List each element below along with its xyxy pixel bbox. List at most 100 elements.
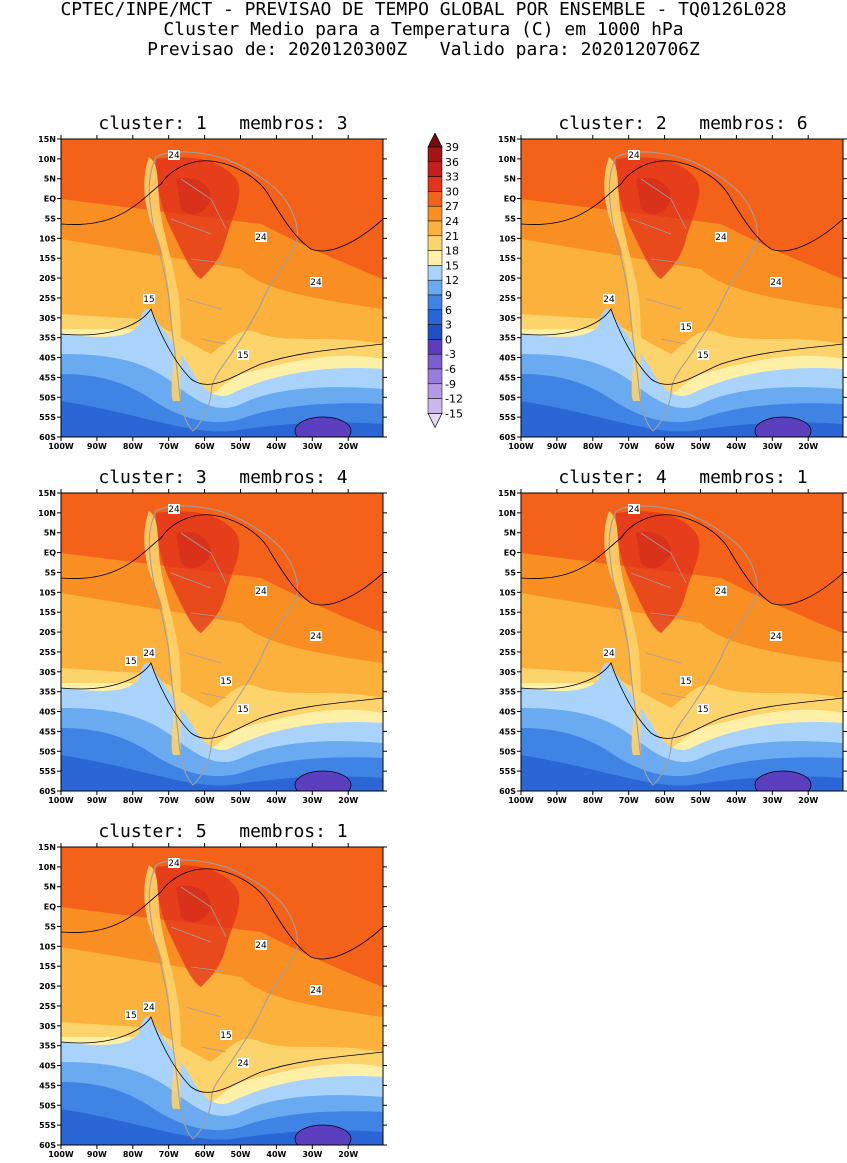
- lat-tick-label: EQ: [504, 195, 516, 204]
- lon-tick-label: 20W: [338, 1150, 358, 1159]
- colorbar-label: -15: [445, 407, 463, 420]
- map-svg: 15N 10N 5N EQ 5S 10S 15S 20S 25S 30S 35S 40S 45S 50S 5…: [498, 489, 847, 805]
- lon-tick-label: 40W: [266, 1150, 286, 1159]
- lon-tick-label: 20W: [338, 796, 358, 805]
- lon-tick-label: 90W: [547, 442, 567, 451]
- lat-tick-label: EQ: [44, 903, 56, 912]
- contour-label: 15: [680, 677, 691, 687]
- colorbar-label: 33: [445, 171, 459, 184]
- lon-tick-label: 70W: [619, 796, 639, 805]
- lat-tick-label: 25S: [39, 1002, 56, 1011]
- lon-tick-label: 80W: [123, 1150, 143, 1159]
- colorbar-label: 18: [445, 245, 459, 258]
- lat-tick-label: 30S: [39, 668, 56, 677]
- contour-label: 24: [628, 151, 640, 161]
- lat-tick-label: 20S: [39, 274, 56, 283]
- lon-tick-label: 60W: [195, 796, 215, 805]
- lon-tick-label: 70W: [619, 442, 639, 451]
- contour-label: 24: [770, 278, 782, 288]
- lon-tick-label: 20W: [798, 796, 818, 805]
- contour-label: 24: [715, 587, 727, 597]
- lon-tick-label: 80W: [123, 442, 143, 451]
- contour-label: 24: [603, 649, 615, 659]
- lat-tick-label: EQ: [44, 195, 56, 204]
- lat-tick-label: 25S: [39, 648, 56, 657]
- lon-tick-label: 70W: [159, 796, 179, 805]
- lat-tick-label: 50S: [39, 393, 56, 402]
- panel-title-cluster-3: cluster: 3 membros: 4: [98, 467, 348, 488]
- contour-label: 15: [125, 657, 136, 667]
- panel-title-cluster-4: cluster: 4 membros: 1: [558, 467, 808, 488]
- map-cluster-4: 15N 10N 5N EQ 5S 10S 15S 20S 25S 30S 35S 40S 45S 50S 5…: [488, 487, 847, 809]
- lat-tick-label: 10N: [38, 155, 56, 164]
- lon-tick-label: 30W: [302, 796, 322, 805]
- lat-tick-label: 5S: [45, 214, 57, 223]
- colorbar-swatch: [427, 205, 443, 222]
- panel-title-cluster-1: cluster: 1 membros: 3: [98, 113, 348, 134]
- lat-tick-label: 10S: [39, 942, 56, 951]
- colorbar-label: 9: [445, 289, 452, 302]
- lon-tick-label: 30W: [302, 1150, 322, 1159]
- lat-tick-label: 25S: [499, 648, 516, 657]
- colorbar-label: 30: [445, 185, 459, 198]
- lon-tick-label: 60W: [655, 796, 675, 805]
- temperature-colorbar: 39 36 33 30 27 24 21 18 15 12 9 6 3 0 -3 -6 -9 -12 -15: [420, 132, 470, 447]
- contour-label: 24: [310, 278, 322, 288]
- lat-tick-label: 25S: [499, 294, 516, 303]
- lat-tick-label: 40S: [499, 354, 516, 363]
- map-svg: 15N 10N 5N EQ 5S 10S 15S 20S 25S 30S 35S 40S 45S 50S 5…: [498, 135, 847, 451]
- lon-tick-label: 100W: [48, 1150, 74, 1159]
- colorbar-label: -6: [445, 363, 456, 376]
- colorbar-label: 21: [445, 230, 459, 243]
- lat-tick-label: 60S: [39, 1141, 56, 1150]
- lon-tick-label: 50W: [231, 796, 251, 805]
- lat-tick-label: 30S: [39, 1022, 56, 1031]
- contour-label: 24: [168, 151, 180, 161]
- lat-tick-label: 40S: [39, 708, 56, 717]
- colorbar-swatch: [427, 265, 443, 281]
- colorbar-label: 36: [445, 156, 459, 169]
- lat-tick-label: 50S: [39, 747, 56, 756]
- lon-tick-label: 60W: [655, 442, 675, 451]
- map-cluster-2: 15N 10N 5N EQ 5S 10S 15S 20S 25S 30S 35S 40S 45S 50S 5…: [488, 133, 847, 455]
- colorbar-swatch: [427, 250, 443, 266]
- lon-tick-label: 30W: [762, 796, 782, 805]
- contour-label: 15: [237, 351, 248, 361]
- header-line-3: Previsao de: 2020120300Z Valido para: 20…: [147, 39, 700, 60]
- lat-tick-label: 35S: [499, 334, 516, 343]
- lon-tick-label: 60W: [195, 1150, 215, 1159]
- lat-tick-label: 15N: [498, 489, 516, 498]
- lat-tick-label: 15N: [38, 843, 56, 852]
- lat-tick-label: 5S: [45, 922, 57, 931]
- colorbar-swatch: [427, 279, 443, 296]
- lat-tick-label: 15S: [39, 254, 56, 263]
- lat-tick-label: 15S: [499, 608, 516, 617]
- lon-tick-label: 50W: [231, 442, 251, 451]
- contour-label: 24: [310, 632, 322, 642]
- lon-tick-label: 40W: [726, 796, 746, 805]
- figure-header: CPTEC/INPE/MCT - PREVISAO DE TEMPO GLOBA…: [0, 0, 847, 60]
- colorbar-swatch: [427, 383, 443, 399]
- contour-label: 24: [770, 632, 782, 642]
- lat-tick-label: 60S: [39, 433, 56, 442]
- lon-tick-label: 40W: [726, 442, 746, 451]
- colorbar-label: 0: [445, 333, 452, 346]
- contour-label: 24: [310, 986, 322, 996]
- lat-tick-label: 35S: [39, 1042, 56, 1051]
- lat-tick-label: 5N: [44, 883, 56, 892]
- contour-label: 24: [255, 233, 267, 243]
- panel-title-cluster-2: cluster: 2 membros: 6: [558, 113, 808, 134]
- lon-tick-label: 20W: [798, 442, 818, 451]
- lat-tick-label: 20S: [39, 628, 56, 637]
- lon-tick-label: 90W: [87, 1150, 107, 1159]
- lon-tick-label: 90W: [87, 796, 107, 805]
- lon-tick-label: 80W: [123, 796, 143, 805]
- lon-tick-label: 20W: [338, 442, 358, 451]
- lat-tick-label: 5S: [45, 568, 57, 577]
- lat-tick-label: 45S: [499, 373, 516, 382]
- lat-tick-label: 30S: [499, 314, 516, 323]
- lat-tick-label: 30S: [39, 314, 56, 323]
- lat-tick-label: 20S: [39, 982, 56, 991]
- colorbar-swatch: [427, 324, 443, 340]
- lat-tick-label: 10S: [39, 588, 56, 597]
